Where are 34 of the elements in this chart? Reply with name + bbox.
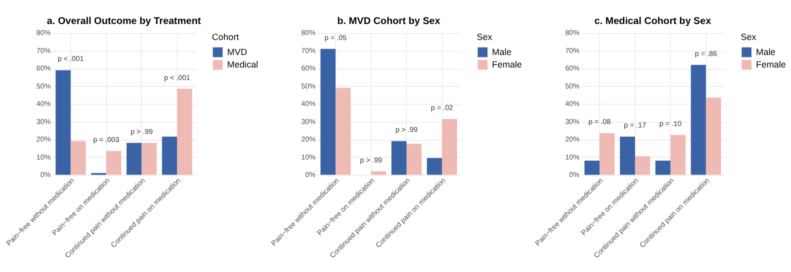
bar	[162, 136, 178, 175]
bar	[620, 136, 635, 175]
bar	[426, 158, 442, 175]
legend-label: Female	[492, 60, 522, 70]
chart-title: c. Medical Cohort by Sex	[594, 16, 712, 27]
legend-label: Medical	[227, 60, 258, 70]
chart-title: b. MVD Cohort by Sex	[337, 16, 441, 27]
bar	[142, 142, 157, 175]
bar	[106, 150, 122, 175]
bar	[126, 142, 142, 175]
bar	[584, 160, 600, 175]
bar	[371, 171, 386, 175]
bar	[634, 156, 650, 175]
legend-label: Male	[492, 46, 512, 57]
bar	[690, 64, 706, 175]
legend-label: MVD	[227, 46, 248, 57]
legend-label: Male	[756, 46, 776, 57]
bar	[655, 160, 670, 175]
bar	[706, 98, 722, 175]
bar	[70, 141, 86, 175]
legend-title: Cohort	[212, 32, 240, 42]
legend-title: Sex	[476, 32, 493, 42]
bar	[336, 88, 351, 175]
bar	[391, 141, 406, 175]
legend-title: Sex	[740, 32, 757, 42]
bar	[600, 133, 615, 175]
bar	[406, 144, 422, 175]
bar	[320, 48, 336, 175]
bar	[177, 88, 192, 175]
bar	[56, 70, 71, 175]
bar	[442, 118, 458, 175]
bar	[670, 134, 686, 175]
chart-title: a. Overall Outcome by Treatment	[46, 16, 202, 27]
legend-label: Female	[756, 60, 786, 70]
